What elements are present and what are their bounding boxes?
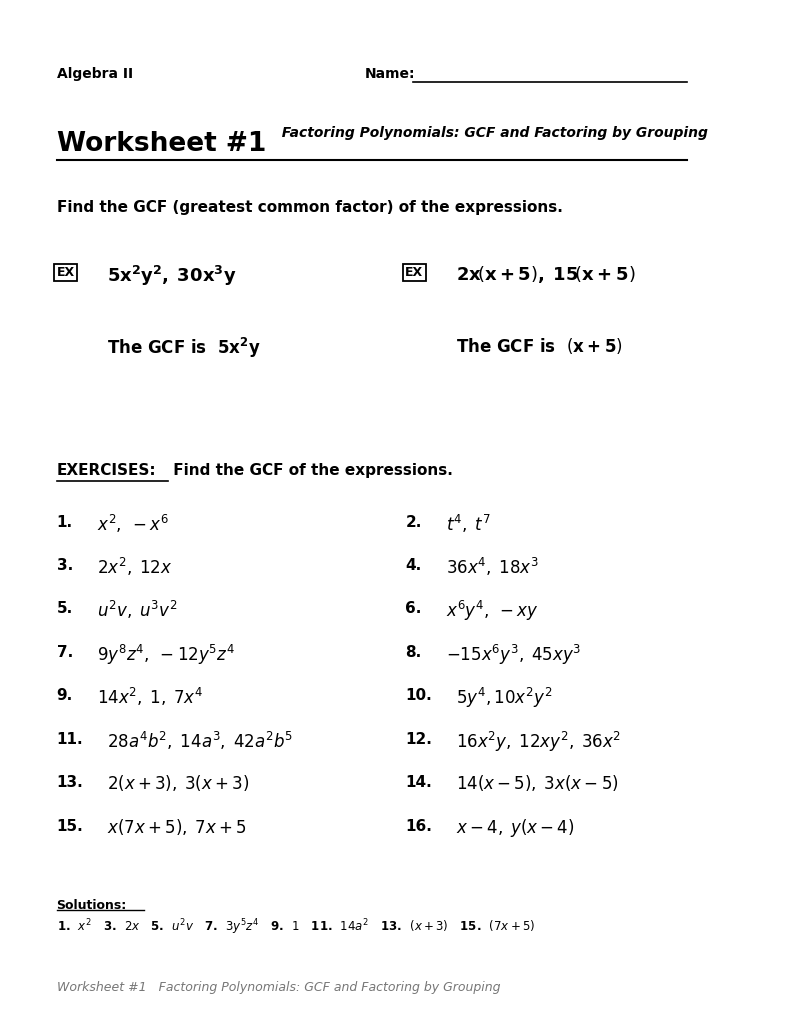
Text: 15.: 15. — [56, 819, 83, 835]
Text: Find the GCF (greatest common factor) of the expressions.: Find the GCF (greatest common factor) of… — [56, 200, 562, 215]
Text: $2x^2,\;12x$: $2x^2,\;12x$ — [97, 556, 172, 579]
Text: $-15x^6y^3,\;45xy^3$: $-15x^6y^3,\;45xy^3$ — [446, 643, 581, 668]
Text: 5.: 5. — [56, 601, 73, 616]
Text: 14.: 14. — [405, 775, 432, 791]
Text: $14\left(x-5\right),\;3x\left(x-5\right)$: $14\left(x-5\right),\;3x\left(x-5\right)… — [456, 773, 619, 794]
Text: $28a^4b^2,\;14a^3,\;42a^2b^5$: $28a^4b^2,\;14a^3,\;42a^2b^5$ — [107, 730, 293, 753]
Text: Worksheet #1   Factoring Polynomials: GCF and Factoring by Grouping: Worksheet #1 Factoring Polynomials: GCF … — [56, 981, 500, 994]
Text: $u^2v,\;u^3v^2$: $u^2v,\;u^3v^2$ — [97, 599, 178, 622]
Text: Algebra II: Algebra II — [56, 67, 133, 81]
Text: Name:: Name: — [365, 67, 415, 81]
Text: Find the GCF of the expressions.: Find the GCF of the expressions. — [168, 463, 453, 478]
Text: $x^2,\;-x^6$: $x^2,\;-x^6$ — [97, 513, 169, 536]
Text: $5y^4,10x^2y^2$: $5y^4,10x^2y^2$ — [456, 686, 552, 711]
Text: $x^6y^4,\;-xy$: $x^6y^4,\;-xy$ — [446, 599, 539, 624]
Text: 1.  $x^2$   3.  $2x$   5.  $u^2v$   7.  $3y^5z^4$   9.  $1$   11.  $14a^2$   13.: 1. $x^2$ 3. $2x$ 5. $u^2v$ 7. $3y^5z^4$ … — [56, 918, 535, 937]
Text: Worksheet #1: Worksheet #1 — [56, 131, 266, 157]
Text: 4.: 4. — [405, 558, 422, 573]
Text: $36x^4,\;18x^3$: $36x^4,\;18x^3$ — [446, 556, 539, 579]
Text: 2.: 2. — [405, 515, 422, 530]
Text: EXERCISES:: EXERCISES: — [56, 463, 156, 478]
Text: $t^4,\;t^7$: $t^4,\;t^7$ — [446, 513, 491, 536]
Text: 7.: 7. — [56, 645, 73, 660]
Text: 1.: 1. — [56, 515, 73, 530]
Text: $x\left(7x+5\right),\;7x+5$: $x\left(7x+5\right),\;7x+5$ — [107, 817, 247, 838]
Text: $9y^8z^4,\;-12y^5z^4$: $9y^8z^4,\;-12y^5z^4$ — [97, 643, 236, 668]
Text: $\mathbf{2x\!\left(x+5\right), \;15\!\left(x+5\right)}$: $\mathbf{2x\!\left(x+5\right), \;15\!\le… — [456, 264, 635, 286]
Text: 12.: 12. — [405, 732, 432, 748]
Text: EX: EX — [405, 266, 423, 280]
Text: 8.: 8. — [405, 645, 422, 660]
Text: 6.: 6. — [405, 601, 422, 616]
Text: EX: EX — [56, 266, 74, 280]
Text: $\mathbf{5x^2y^2, \;30x^3y}$: $\mathbf{5x^2y^2, \;30x^3y}$ — [107, 264, 237, 289]
Text: $2\left(x+3\right),\;3\left(x+3\right)$: $2\left(x+3\right),\;3\left(x+3\right)$ — [107, 773, 249, 794]
Text: $14x^2,\;1,\;7x^4$: $14x^2,\;1,\;7x^4$ — [97, 686, 204, 709]
Text: Solutions:: Solutions: — [56, 899, 127, 912]
Text: 16.: 16. — [405, 819, 432, 835]
Text: 9.: 9. — [56, 688, 73, 703]
Text: $16x^2y,\;12xy^2,\;36x^2$: $16x^2y,\;12xy^2,\;36x^2$ — [456, 730, 621, 755]
Text: Factoring Polynomials: GCF and Factoring by Grouping: Factoring Polynomials: GCF and Factoring… — [272, 126, 708, 140]
Text: 11.: 11. — [56, 732, 83, 748]
Text: 13.: 13. — [56, 775, 83, 791]
Text: $x-4,\;y\left(x-4\right)$: $x-4,\;y\left(x-4\right)$ — [456, 817, 574, 839]
Text: 10.: 10. — [405, 688, 432, 703]
Text: 3.: 3. — [56, 558, 73, 573]
Text: The GCF is  $\mathbf{\left(x+5\right)}$: The GCF is $\mathbf{\left(x+5\right)}$ — [456, 336, 623, 356]
Text: The GCF is  $\mathbf{5x^2y}$: The GCF is $\mathbf{5x^2y}$ — [107, 336, 261, 360]
